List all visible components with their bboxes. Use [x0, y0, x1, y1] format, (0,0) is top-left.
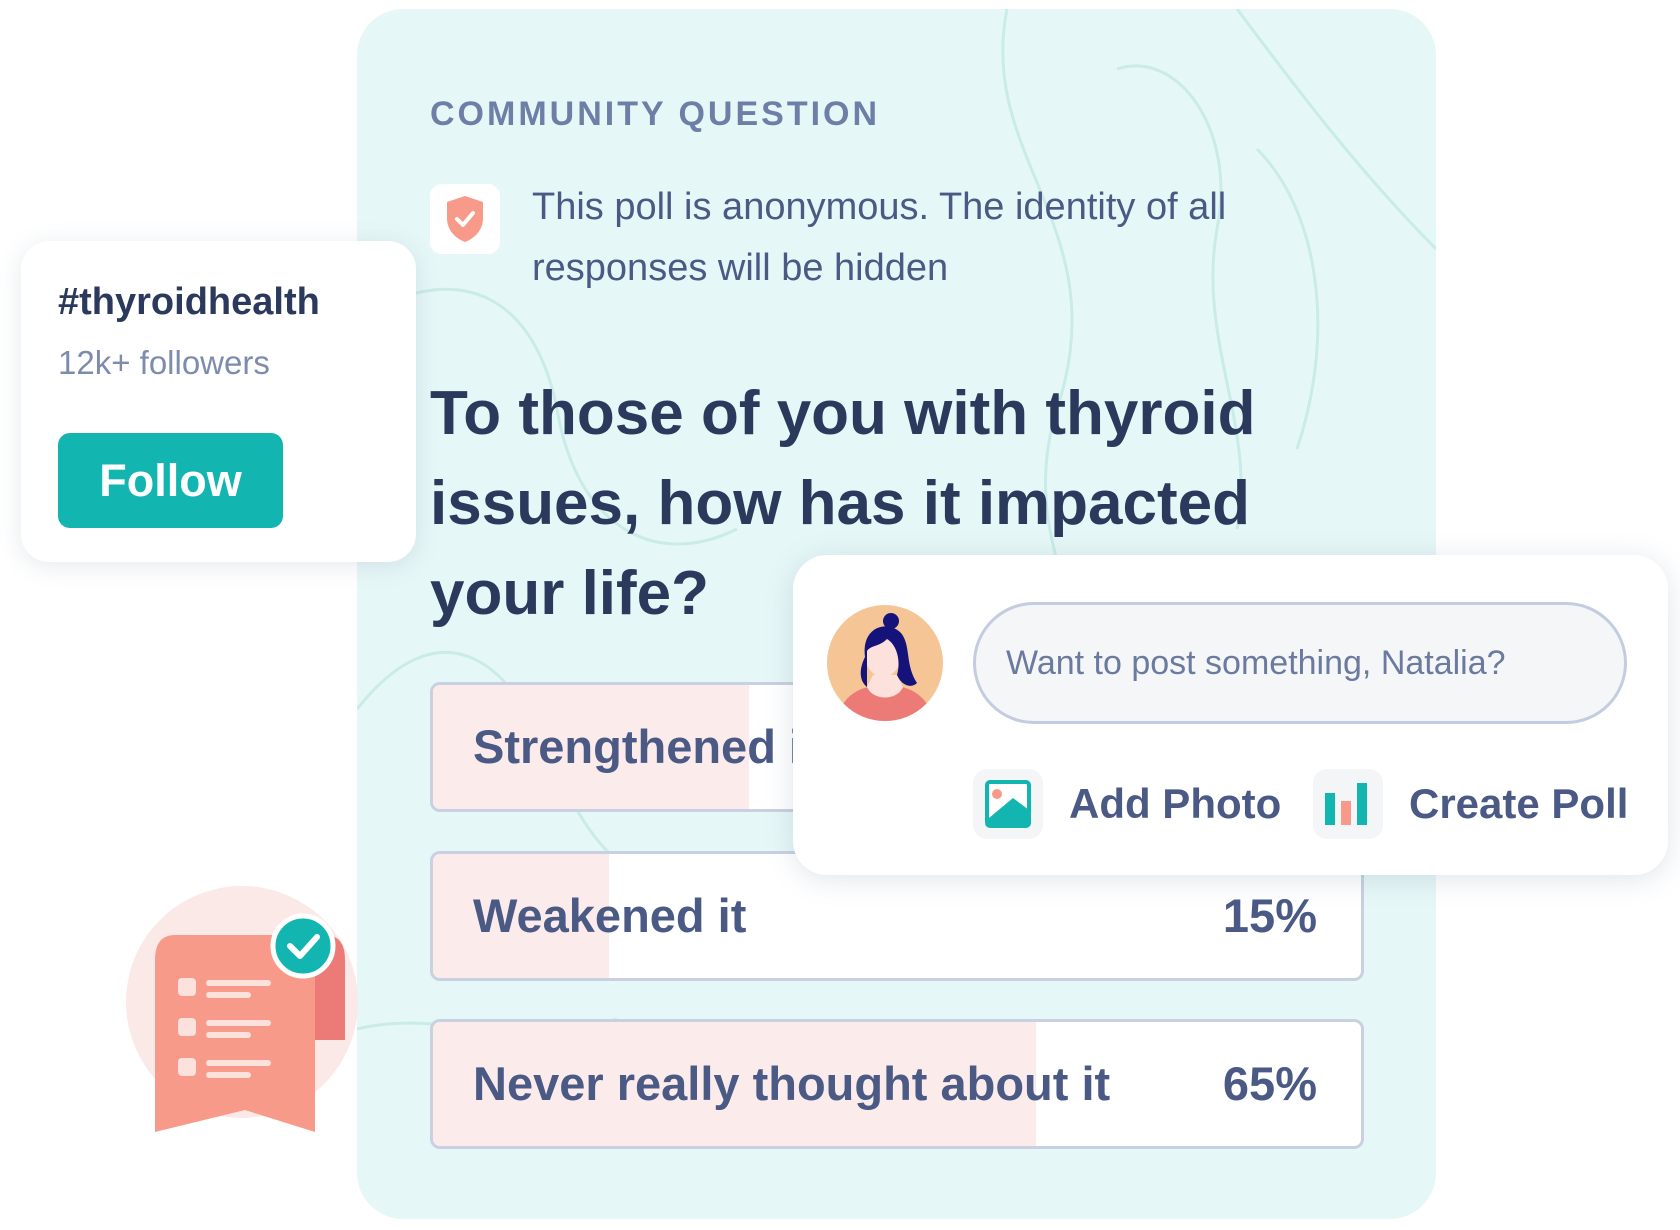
option-fill-bar [433, 854, 610, 978]
hashtag-card: #thyroidhealth 12k+ followers Follow [21, 241, 416, 562]
option-fill-bar [433, 685, 749, 809]
check-badge-icon [270, 913, 336, 979]
option-percent: 65% [1222, 1057, 1317, 1110]
section-label: COMMUNITY QUESTION [430, 95, 881, 133]
follow-button[interactable]: Follow [58, 433, 283, 528]
poll-option[interactable]: Never really thought about it 65% [430, 1019, 1364, 1149]
post-input[interactable]: Want to post something, Natalia? [973, 602, 1627, 724]
create-post-card: Want to post something, Natalia? Add Pho… [793, 555, 1668, 875]
option-percent: 15% [1222, 889, 1317, 942]
add-photo-button[interactable]: Add Photo [973, 769, 1281, 839]
add-photo-label: Add Photo [1069, 780, 1282, 827]
create-poll-button[interactable]: Create Poll [1313, 769, 1628, 839]
option-text: Strengthened it [473, 720, 818, 773]
poll-question: To those of you with thyroid issues, how… [430, 379, 1256, 628]
hashtag-title[interactable]: #thyroidhealth [58, 281, 320, 323]
bar-chart-icon [1313, 769, 1383, 839]
create-poll-label: Create Poll [1409, 780, 1629, 827]
anonymous-notice: This poll is anonymous. The identity of … [532, 186, 1227, 289]
option-text: Weakened it [473, 889, 747, 942]
shield-check-icon [430, 184, 500, 254]
avatar [827, 605, 943, 721]
option-fill-bar [433, 1022, 1037, 1146]
follower-count: 12k+ followers [58, 344, 270, 381]
poll-document-illustration [126, 886, 358, 1132]
option-text: Never really thought about it [473, 1057, 1111, 1110]
image-icon [973, 769, 1043, 839]
